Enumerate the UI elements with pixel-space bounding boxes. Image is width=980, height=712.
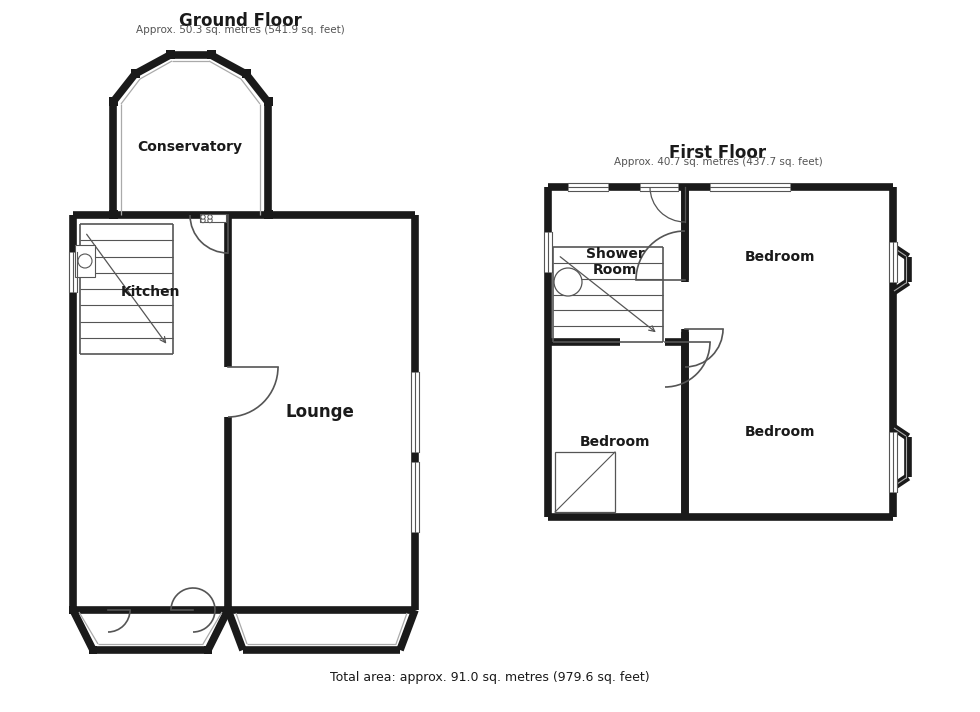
Circle shape (554, 268, 582, 296)
Text: Bedroom: Bedroom (580, 435, 651, 449)
Bar (109, 210, 118, 219)
Text: Bedroom: Bedroom (745, 425, 815, 439)
Bar (200, 214, 226, 222)
Circle shape (208, 215, 213, 219)
Text: Bedroom: Bedroom (745, 250, 815, 264)
Text: Conservatory: Conservatory (137, 140, 242, 154)
Circle shape (201, 219, 205, 223)
Text: Kitchen: Kitchen (121, 285, 179, 299)
Bar (264, 210, 273, 219)
Bar (109, 97, 118, 106)
Bar (242, 69, 251, 78)
Circle shape (208, 219, 213, 223)
Bar (69, 606, 77, 614)
Text: Lounge: Lounge (285, 403, 355, 421)
Bar (89, 646, 97, 654)
Text: Approx. 40.7 sq. metres (437.7 sq. feet): Approx. 40.7 sq. metres (437.7 sq. feet) (613, 157, 822, 167)
Bar (166, 50, 175, 59)
Bar (207, 50, 216, 59)
Bar (224, 606, 232, 614)
Circle shape (78, 254, 92, 268)
Bar (75, 245, 95, 277)
Bar (75, 245, 95, 277)
Bar (555, 452, 615, 512)
Circle shape (201, 215, 205, 219)
Text: Shower
Room: Shower Room (586, 247, 645, 277)
Bar (131, 69, 140, 78)
Text: Total area: approx. 91.0 sq. metres (979.6 sq. feet): Total area: approx. 91.0 sq. metres (979… (330, 671, 650, 684)
Text: Ground Floor: Ground Floor (178, 12, 302, 30)
Text: Approx. 50.3 sq. metres (541.9 sq. feet): Approx. 50.3 sq. metres (541.9 sq. feet) (135, 25, 344, 35)
Bar (264, 97, 273, 106)
Text: First Floor: First Floor (669, 144, 766, 162)
Bar (204, 646, 212, 654)
